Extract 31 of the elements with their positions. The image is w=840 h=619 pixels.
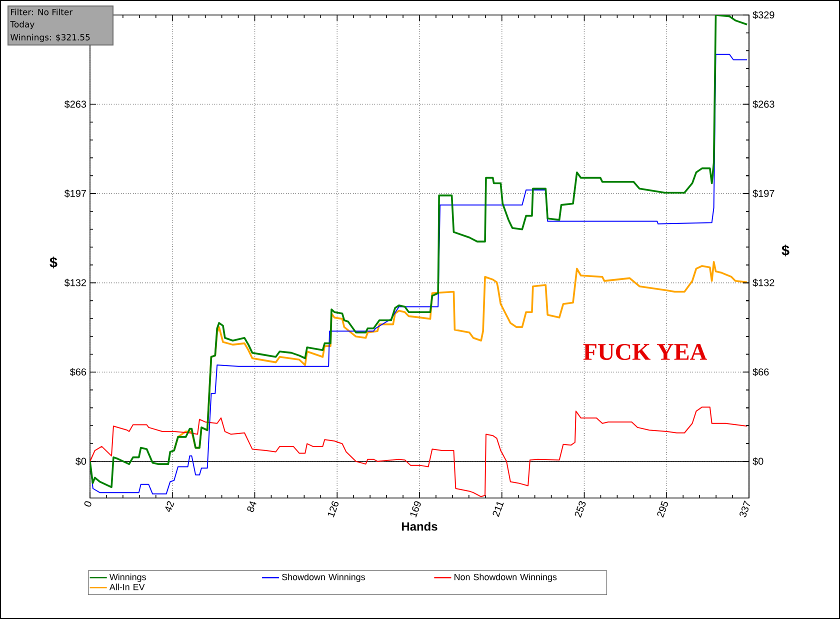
x-tick-label: 211 — [492, 502, 504, 517]
x-tick-label: 0 — [84, 501, 92, 507]
x-tick-label: 295 — [657, 500, 668, 518]
legend-label: Non Showdown Winnings — [454, 574, 557, 582]
y-tick-label: $132 — [64, 278, 86, 287]
x-tick-label: 253 — [574, 501, 586, 518]
x-tick-label: 169 — [410, 501, 421, 518]
y2-tick-label: $132 — [752, 278, 774, 287]
y2-tick-label: $0 — [752, 457, 764, 466]
legend-label: Winnings — [109, 574, 146, 582]
x-tick-label: 42 — [165, 501, 174, 512]
x-tick-label: 337 — [740, 500, 750, 518]
text: Winnings: $321.55 — [10, 34, 90, 42]
text: Filter: No Filter — [11, 8, 73, 16]
y-tick-label: $197 — [64, 190, 86, 198]
y2-tick-label: $197 — [752, 190, 774, 198]
legend-label: Showdown Winnings — [282, 574, 365, 582]
x-axis-title: Hands — [402, 522, 438, 531]
x-tick-label: 126 — [328, 501, 338, 518]
y2-tick-label: $329 — [752, 10, 774, 20]
y2-axis-title: $ — [782, 244, 790, 256]
x-tick-label: 84 — [247, 501, 256, 512]
annotation: FUCK YEA — [583, 344, 707, 360]
text: Today — [10, 20, 34, 30]
y-axis-title: $ — [50, 256, 58, 268]
y-tick-label: $263 — [64, 100, 86, 108]
y2-tick-label: $66 — [752, 368, 769, 376]
y-tick-label: $0 — [76, 457, 86, 466]
legend-label: All-In EV — [109, 584, 145, 590]
y-tick-label: $66 — [70, 368, 86, 376]
y2-tick-label: $263 — [752, 100, 774, 108]
